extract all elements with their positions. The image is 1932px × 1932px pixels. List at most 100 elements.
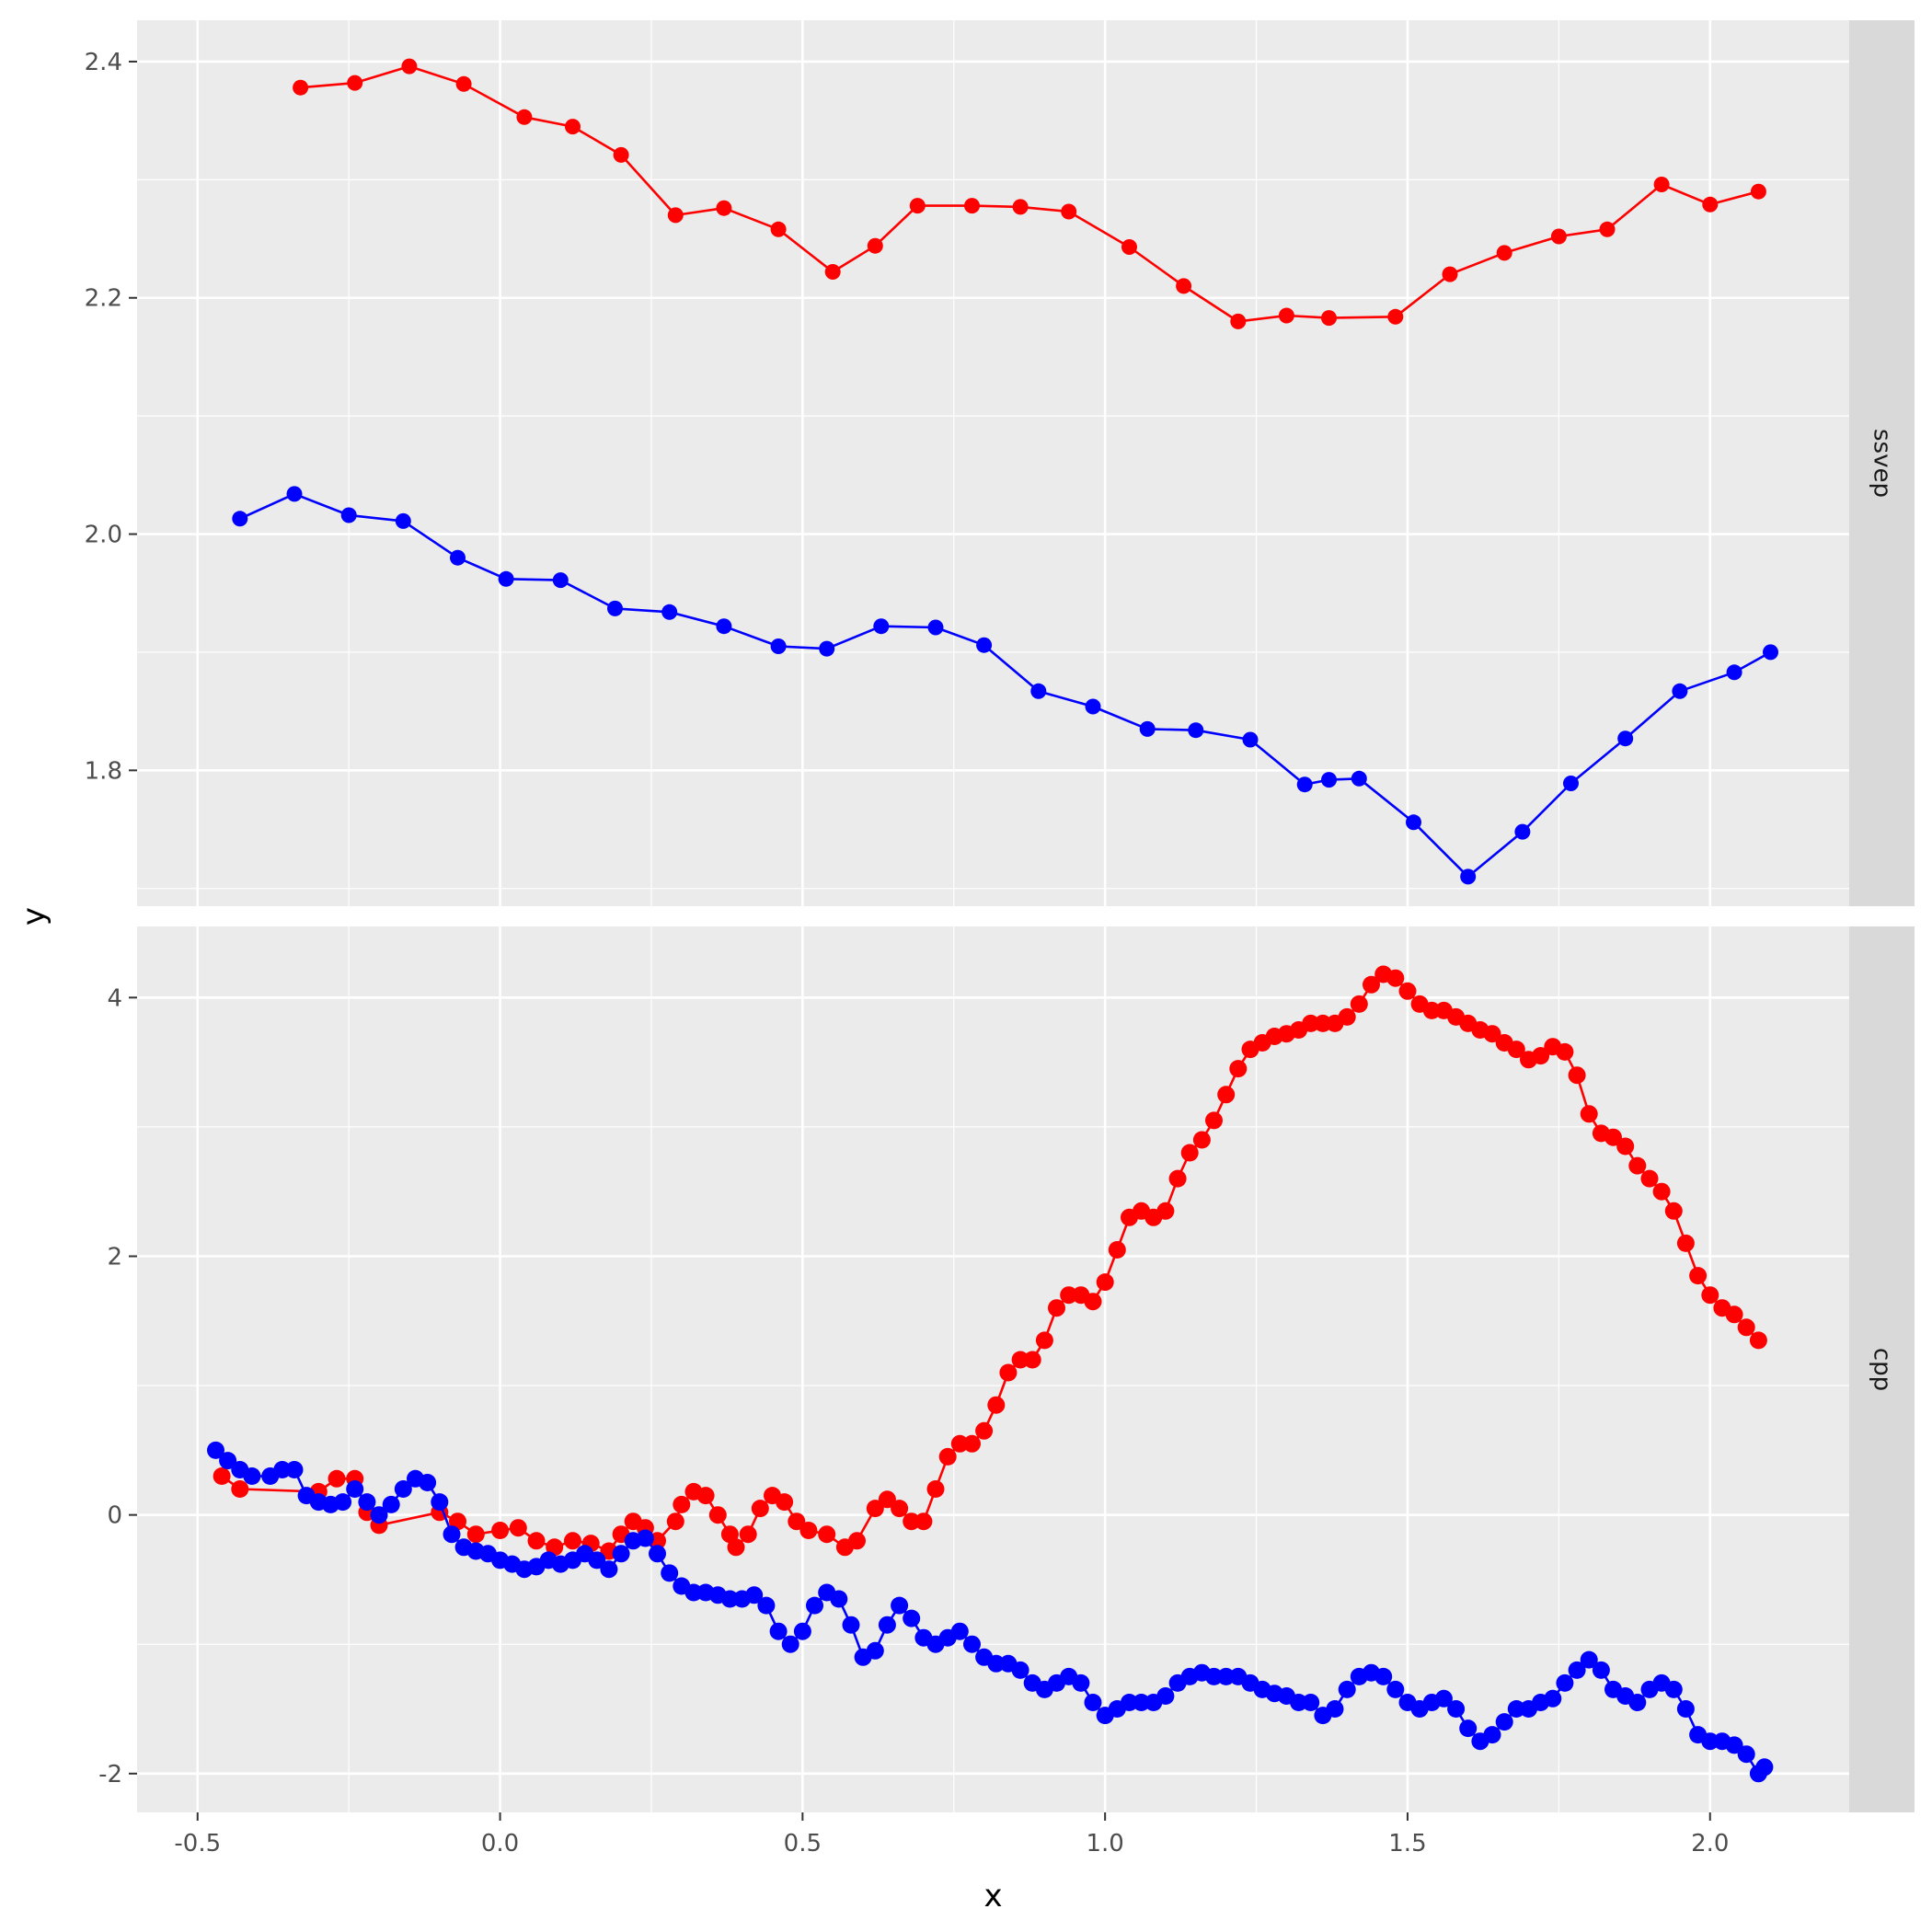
data-point [1406, 814, 1421, 831]
data-point [1023, 1351, 1041, 1369]
data-point [950, 1622, 969, 1640]
data-point [739, 1525, 757, 1544]
data-point [1544, 1689, 1562, 1708]
data-point [450, 549, 466, 566]
data-point [1483, 1025, 1501, 1043]
data-point [1563, 776, 1579, 791]
data-point [1460, 868, 1477, 885]
data-point [1664, 1680, 1683, 1698]
data-point [987, 1396, 1006, 1414]
data-point [1338, 1680, 1356, 1698]
data-point [1725, 1305, 1743, 1324]
grid-lines [137, 926, 1849, 1812]
data-point [1664, 1202, 1683, 1220]
data-point [799, 1522, 818, 1539]
data-point [1763, 644, 1778, 661]
data-point [1702, 196, 1719, 213]
data-point [285, 1461, 304, 1478]
data-point [1188, 722, 1204, 739]
data-point [976, 637, 993, 653]
data-point [1550, 228, 1567, 245]
strip-background [1849, 926, 1915, 1812]
data-point [1387, 308, 1404, 325]
data-point [793, 1622, 811, 1640]
data-point [564, 1532, 581, 1550]
data-point [757, 1596, 776, 1615]
data-point [914, 1512, 933, 1531]
data-point [401, 58, 418, 75]
data-point [1483, 1726, 1501, 1744]
data-point [293, 79, 309, 96]
y-tick-label: 2.2 [85, 285, 122, 313]
data-point [716, 618, 732, 635]
x-tick-label: 0.5 [784, 1830, 822, 1857]
data-point [213, 1467, 231, 1485]
data-point [1048, 1299, 1065, 1317]
data-point [842, 1616, 860, 1634]
data-point [1085, 698, 1101, 715]
data-point [987, 1654, 1006, 1673]
panel-background [137, 20, 1849, 906]
data-point [1755, 1758, 1774, 1777]
data-point [1084, 1293, 1102, 1311]
data-point [1229, 1060, 1248, 1078]
data-point [1725, 1736, 1743, 1754]
data-point [824, 264, 841, 280]
data-point [806, 1596, 823, 1615]
data-point [781, 1635, 799, 1653]
data-point [1749, 1331, 1767, 1350]
data-point [455, 75, 472, 92]
data-point [1060, 1286, 1078, 1305]
data-point [273, 1461, 292, 1478]
data-point [1556, 1042, 1574, 1061]
data-point [878, 1616, 896, 1634]
data-point [1737, 1318, 1755, 1337]
data-point [927, 619, 944, 636]
data-point [1133, 1694, 1151, 1711]
data-point [751, 1500, 769, 1518]
data-point [1363, 975, 1380, 994]
x-tick-label: 1.5 [1388, 1830, 1426, 1857]
data-point [1302, 1014, 1320, 1032]
data-point [1096, 1273, 1114, 1292]
data-point [613, 146, 629, 163]
data-point [1628, 1156, 1647, 1175]
data-point [1217, 1667, 1236, 1685]
data-point [1278, 307, 1294, 324]
data-point [1750, 183, 1766, 200]
series-layer [232, 58, 1778, 885]
data-point [636, 1529, 654, 1547]
data-point [720, 1525, 739, 1544]
data-point [1374, 1667, 1393, 1685]
data-point [232, 511, 248, 527]
data-point [1726, 664, 1742, 681]
data-point [491, 1522, 510, 1539]
data-point [1496, 245, 1512, 261]
data-point [830, 1590, 848, 1608]
data-point [1640, 1169, 1659, 1188]
strip-background [1849, 20, 1915, 906]
data-point [546, 1538, 564, 1557]
data-point [1507, 1700, 1525, 1718]
data-point [498, 570, 514, 587]
data-point [1599, 221, 1616, 237]
data-point [1580, 1105, 1598, 1123]
data-point [666, 1512, 684, 1531]
data-point [1434, 1689, 1453, 1708]
data-point [673, 1495, 691, 1513]
data-point [696, 1487, 715, 1505]
data-point [466, 1525, 485, 1544]
y-tick-label: 1.8 [85, 757, 122, 785]
data-point [243, 1467, 261, 1485]
data-point [963, 1635, 981, 1653]
data-point [999, 1363, 1018, 1382]
data-point [720, 1590, 739, 1608]
data-point [1568, 1066, 1586, 1085]
data-point [1321, 772, 1337, 788]
data-point [878, 1490, 896, 1509]
data-point [848, 1532, 866, 1550]
data-point [1532, 1047, 1550, 1065]
data-point [1290, 1694, 1308, 1711]
data-point [1459, 1719, 1478, 1738]
